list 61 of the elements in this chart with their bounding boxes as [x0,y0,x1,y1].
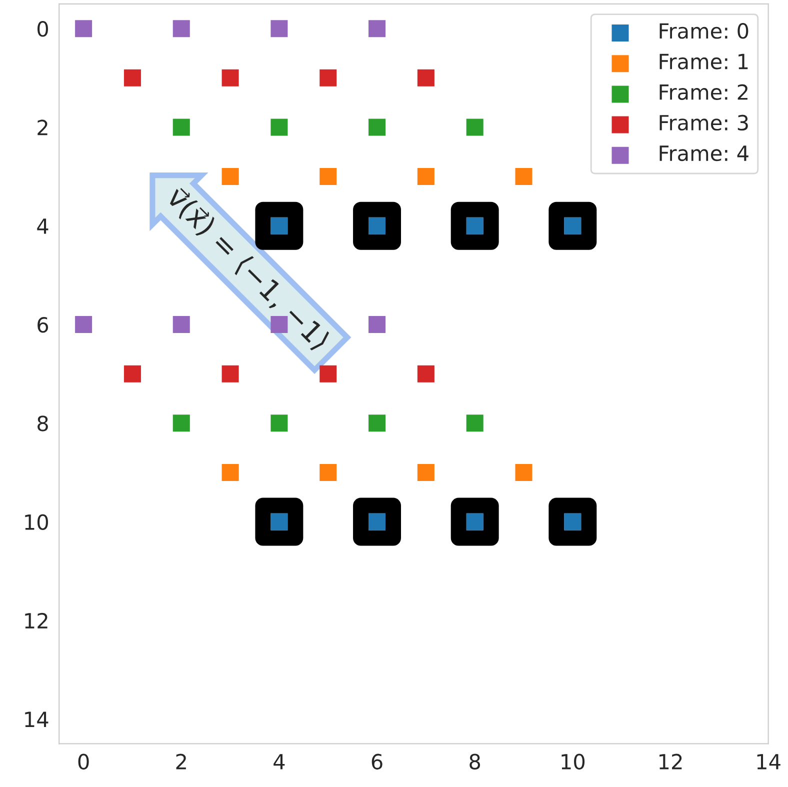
point [417,168,434,186]
point [353,498,402,546]
point [320,464,337,481]
point [172,20,190,38]
point [222,168,239,186]
legend-label: Frame: 0 [660,23,748,39]
y-tick-label: 14 [25,712,48,727]
point [320,365,337,382]
x-tick-label: 12 [660,754,682,770]
point [222,464,239,481]
point [270,414,288,432]
point [270,118,288,136]
point [222,69,239,86]
point [515,168,532,186]
x-tick-label: 0 [78,754,89,770]
point [368,118,386,136]
point [270,20,288,38]
legend-label: Frame: 3 [660,114,748,131]
point [515,464,532,481]
y-tick-label: 10 [25,514,48,530]
point [417,464,434,481]
y-tick-label: 12 [25,612,48,628]
legend-label: Frame: 4 [660,146,748,162]
point [222,365,239,382]
point [75,20,92,38]
y-tick-label: 2 [38,120,48,136]
x-tick-label: 2 [176,754,186,770]
point [255,498,304,546]
point [320,69,337,86]
point [417,69,434,86]
legend-label: Frame: 1 [660,54,748,70]
point [466,118,484,136]
point [353,202,402,250]
point [368,20,386,38]
point [368,414,386,432]
point [320,168,337,186]
x-tick-label: 8 [470,754,480,770]
point [172,414,190,432]
y-tick-label: 8 [38,416,48,432]
point [417,365,434,382]
point [124,365,141,382]
x-tick-label: 6 [372,754,382,770]
point [548,202,597,250]
point [270,316,288,334]
y-tick-label: 0 [37,21,48,37]
x-tick-label: 10 [562,754,585,770]
point [466,414,484,432]
point [255,202,304,250]
point [450,202,499,250]
point [368,316,386,334]
y-tick-label: 6 [38,316,48,333]
x-tick-label: 4 [274,754,285,770]
point [172,316,190,334]
point [450,498,499,546]
x-tick-label: 14 [757,754,780,770]
point [172,118,190,136]
point [548,498,597,546]
legend-label: Frame: 2 [660,84,748,100]
y-tick-label: 4 [37,218,48,234]
point [124,69,141,86]
point [75,316,92,334]
